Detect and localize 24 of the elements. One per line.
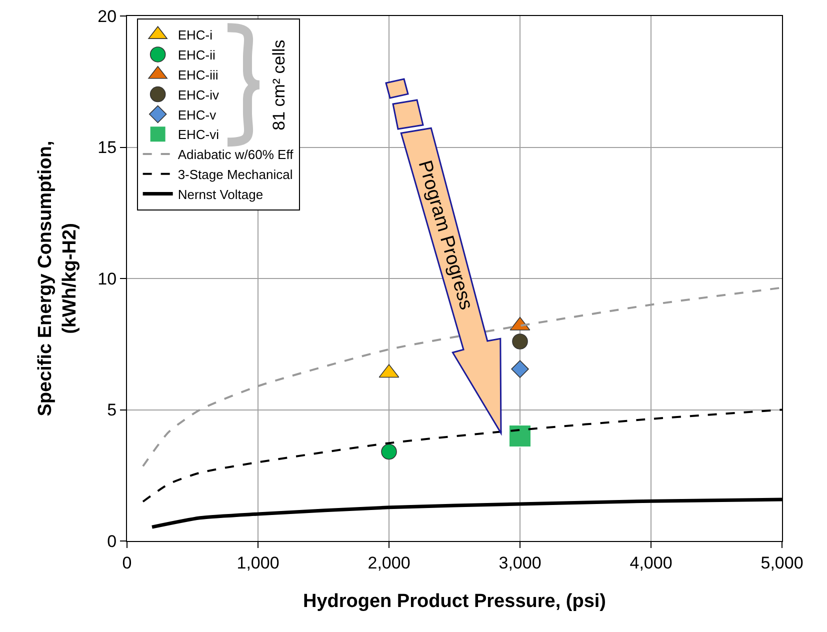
x-tick-label: 5,000: [760, 553, 804, 572]
x-tick-label: 0: [122, 553, 132, 572]
legend-label: EHC-vi: [178, 127, 220, 142]
legend-label: EHC-iii: [178, 67, 218, 82]
x-tick-label: 2,000: [368, 553, 410, 572]
x-tick-label: 1,000: [236, 553, 280, 572]
legend-label: 3-Stage Mechanical: [178, 166, 293, 182]
y-tick-label: 15: [98, 138, 117, 158]
y-tick-label: 0: [107, 532, 117, 551]
legend-label: Nernst Voltage: [178, 186, 264, 202]
y-tick-label: 10: [98, 269, 117, 288]
y-tick-label: 20: [98, 6, 117, 26]
legend-label: EHC-v: [178, 107, 217, 122]
y-axis-title: Specific Energy Consumption, (kWh/kg-H2): [34, 140, 81, 416]
x-axis-title: Hydrogen Product Pressure, (psi): [302, 591, 606, 612]
x-tick-label: 4,000: [630, 553, 672, 572]
annotation: 81 cm² cells: [270, 40, 289, 130]
legend-label: EHC-ii: [178, 48, 216, 63]
annotation: Program Progress: [414, 158, 477, 312]
x-tick-label: 3,000: [498, 553, 542, 572]
legend-label: EHC-iv: [178, 87, 220, 102]
legend-label: Adiabatic w/60% Eff: [178, 147, 294, 162]
y-tick-label: 5: [107, 400, 117, 420]
legend-label: EHC-i: [178, 28, 213, 43]
